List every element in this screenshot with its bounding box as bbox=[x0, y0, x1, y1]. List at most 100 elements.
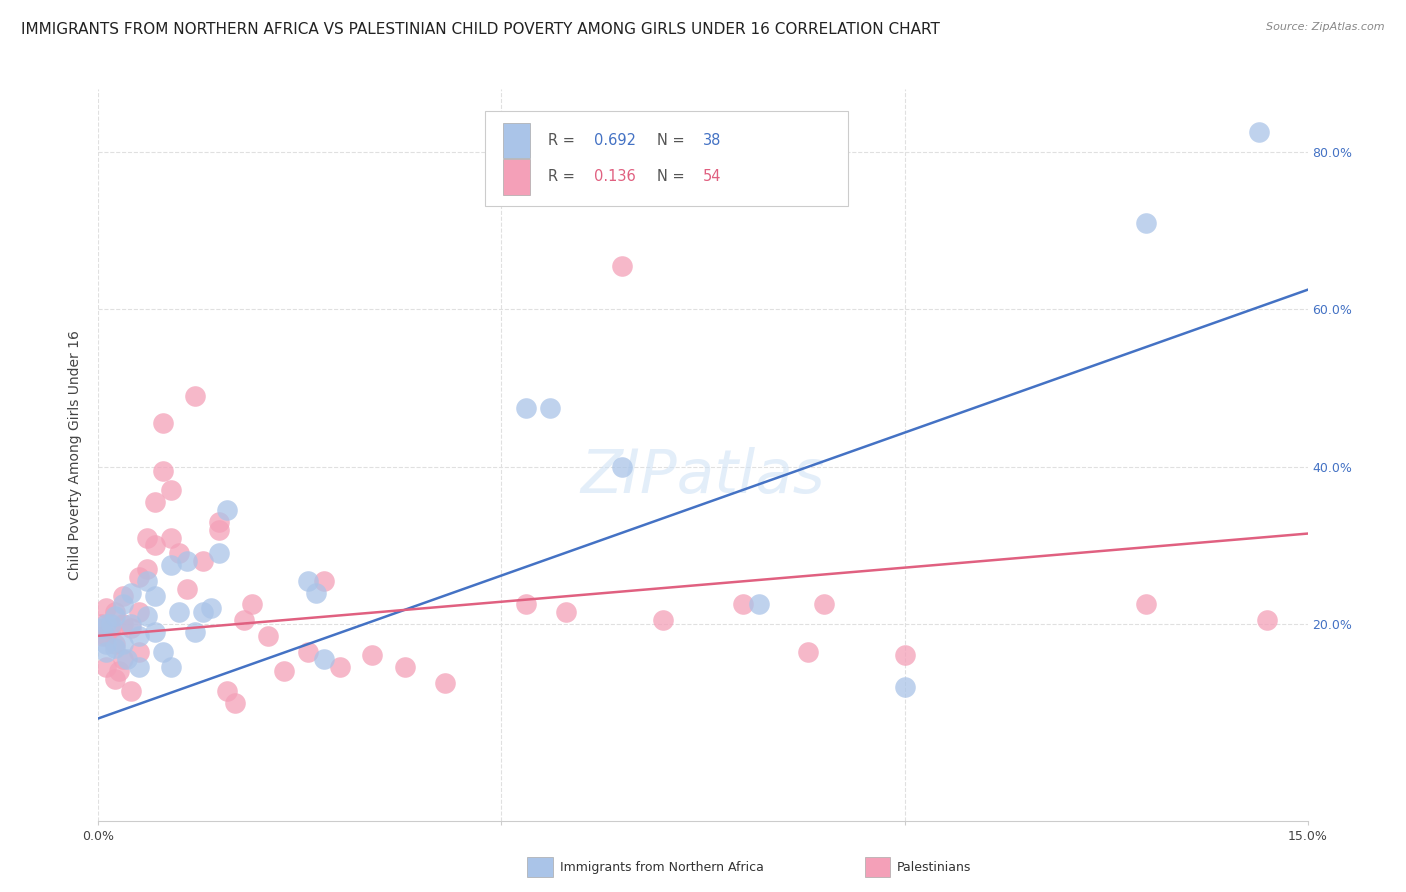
Point bbox=[152, 464, 174, 478]
Point bbox=[160, 660, 183, 674]
Text: N =: N = bbox=[657, 169, 689, 185]
Point bbox=[160, 531, 183, 545]
Point bbox=[115, 652, 138, 666]
Point bbox=[120, 621, 142, 635]
Point bbox=[361, 648, 384, 663]
Point bbox=[160, 483, 183, 498]
Point bbox=[120, 585, 142, 599]
Point bbox=[200, 601, 222, 615]
Point bbox=[152, 644, 174, 658]
Point bbox=[217, 503, 239, 517]
Text: IMMIGRANTS FROM NORTHERN AFRICA VS PALESTINIAN CHILD POVERTY AMONG GIRLS UNDER 1: IMMIGRANTS FROM NORTHERN AFRICA VS PALES… bbox=[21, 22, 941, 37]
Point bbox=[314, 652, 336, 666]
Text: N =: N = bbox=[657, 133, 689, 148]
Point bbox=[208, 523, 231, 537]
Point bbox=[128, 644, 150, 658]
Point bbox=[748, 598, 770, 612]
Point bbox=[96, 644, 118, 658]
Point bbox=[96, 660, 118, 674]
Point bbox=[111, 652, 134, 666]
Point bbox=[797, 644, 820, 658]
Point bbox=[515, 401, 537, 415]
Point bbox=[176, 582, 198, 596]
Text: 0.692: 0.692 bbox=[595, 133, 636, 148]
Point bbox=[329, 660, 352, 674]
Point bbox=[143, 538, 166, 552]
Point bbox=[90, 617, 112, 632]
Point bbox=[100, 621, 122, 635]
Point bbox=[184, 389, 207, 403]
Point bbox=[232, 613, 254, 627]
Point bbox=[128, 570, 150, 584]
Point bbox=[111, 637, 134, 651]
Point bbox=[143, 624, 166, 639]
Text: 54: 54 bbox=[703, 169, 721, 185]
Point bbox=[176, 554, 198, 568]
FancyBboxPatch shape bbox=[485, 112, 848, 206]
Point bbox=[120, 684, 142, 698]
Point bbox=[135, 562, 157, 576]
Point bbox=[184, 624, 207, 639]
Point bbox=[167, 605, 190, 619]
Point bbox=[434, 676, 457, 690]
Point bbox=[256, 629, 278, 643]
Point bbox=[103, 672, 125, 686]
Bar bbox=[503, 160, 530, 194]
Point bbox=[107, 664, 129, 678]
Point bbox=[893, 648, 915, 663]
Point bbox=[305, 585, 328, 599]
Point bbox=[96, 617, 118, 632]
Point bbox=[208, 515, 231, 529]
Point bbox=[612, 259, 634, 273]
Point bbox=[103, 640, 125, 655]
Point bbox=[240, 598, 263, 612]
Point bbox=[143, 495, 166, 509]
Point bbox=[224, 696, 246, 710]
Bar bbox=[503, 123, 530, 158]
Point bbox=[1135, 598, 1157, 612]
Point bbox=[555, 605, 578, 619]
Point bbox=[135, 574, 157, 588]
Point bbox=[217, 684, 239, 698]
Point bbox=[1256, 613, 1278, 627]
Point bbox=[111, 598, 134, 612]
Point bbox=[111, 617, 134, 632]
Point bbox=[1249, 125, 1271, 139]
Text: R =: R = bbox=[548, 169, 579, 185]
Point bbox=[733, 598, 755, 612]
Point bbox=[128, 605, 150, 619]
Point bbox=[143, 590, 166, 604]
Point bbox=[314, 574, 336, 588]
Point bbox=[297, 644, 319, 658]
Point bbox=[612, 459, 634, 474]
Point bbox=[111, 590, 134, 604]
Point bbox=[167, 546, 190, 560]
Y-axis label: Child Poverty Among Girls Under 16: Child Poverty Among Girls Under 16 bbox=[69, 330, 83, 580]
Text: 0.136: 0.136 bbox=[595, 169, 636, 185]
Point bbox=[651, 613, 673, 627]
Point bbox=[160, 558, 183, 572]
Text: R =: R = bbox=[548, 133, 579, 148]
Point bbox=[91, 621, 114, 635]
Point bbox=[96, 629, 118, 643]
Point bbox=[297, 574, 319, 588]
Point bbox=[91, 629, 114, 643]
Point bbox=[813, 598, 835, 612]
Point bbox=[152, 417, 174, 431]
Point bbox=[128, 629, 150, 643]
Point bbox=[893, 680, 915, 694]
Point bbox=[135, 609, 157, 624]
Point bbox=[193, 605, 215, 619]
Point bbox=[103, 637, 125, 651]
Point bbox=[100, 617, 122, 632]
Point bbox=[96, 601, 118, 615]
Point bbox=[1135, 216, 1157, 230]
Text: 38: 38 bbox=[703, 133, 721, 148]
Point bbox=[103, 605, 125, 619]
Point bbox=[538, 401, 561, 415]
Point bbox=[208, 546, 231, 560]
Point bbox=[135, 531, 157, 545]
Point bbox=[96, 637, 118, 651]
Text: ZIPatlas: ZIPatlas bbox=[581, 448, 825, 507]
Point bbox=[193, 554, 215, 568]
